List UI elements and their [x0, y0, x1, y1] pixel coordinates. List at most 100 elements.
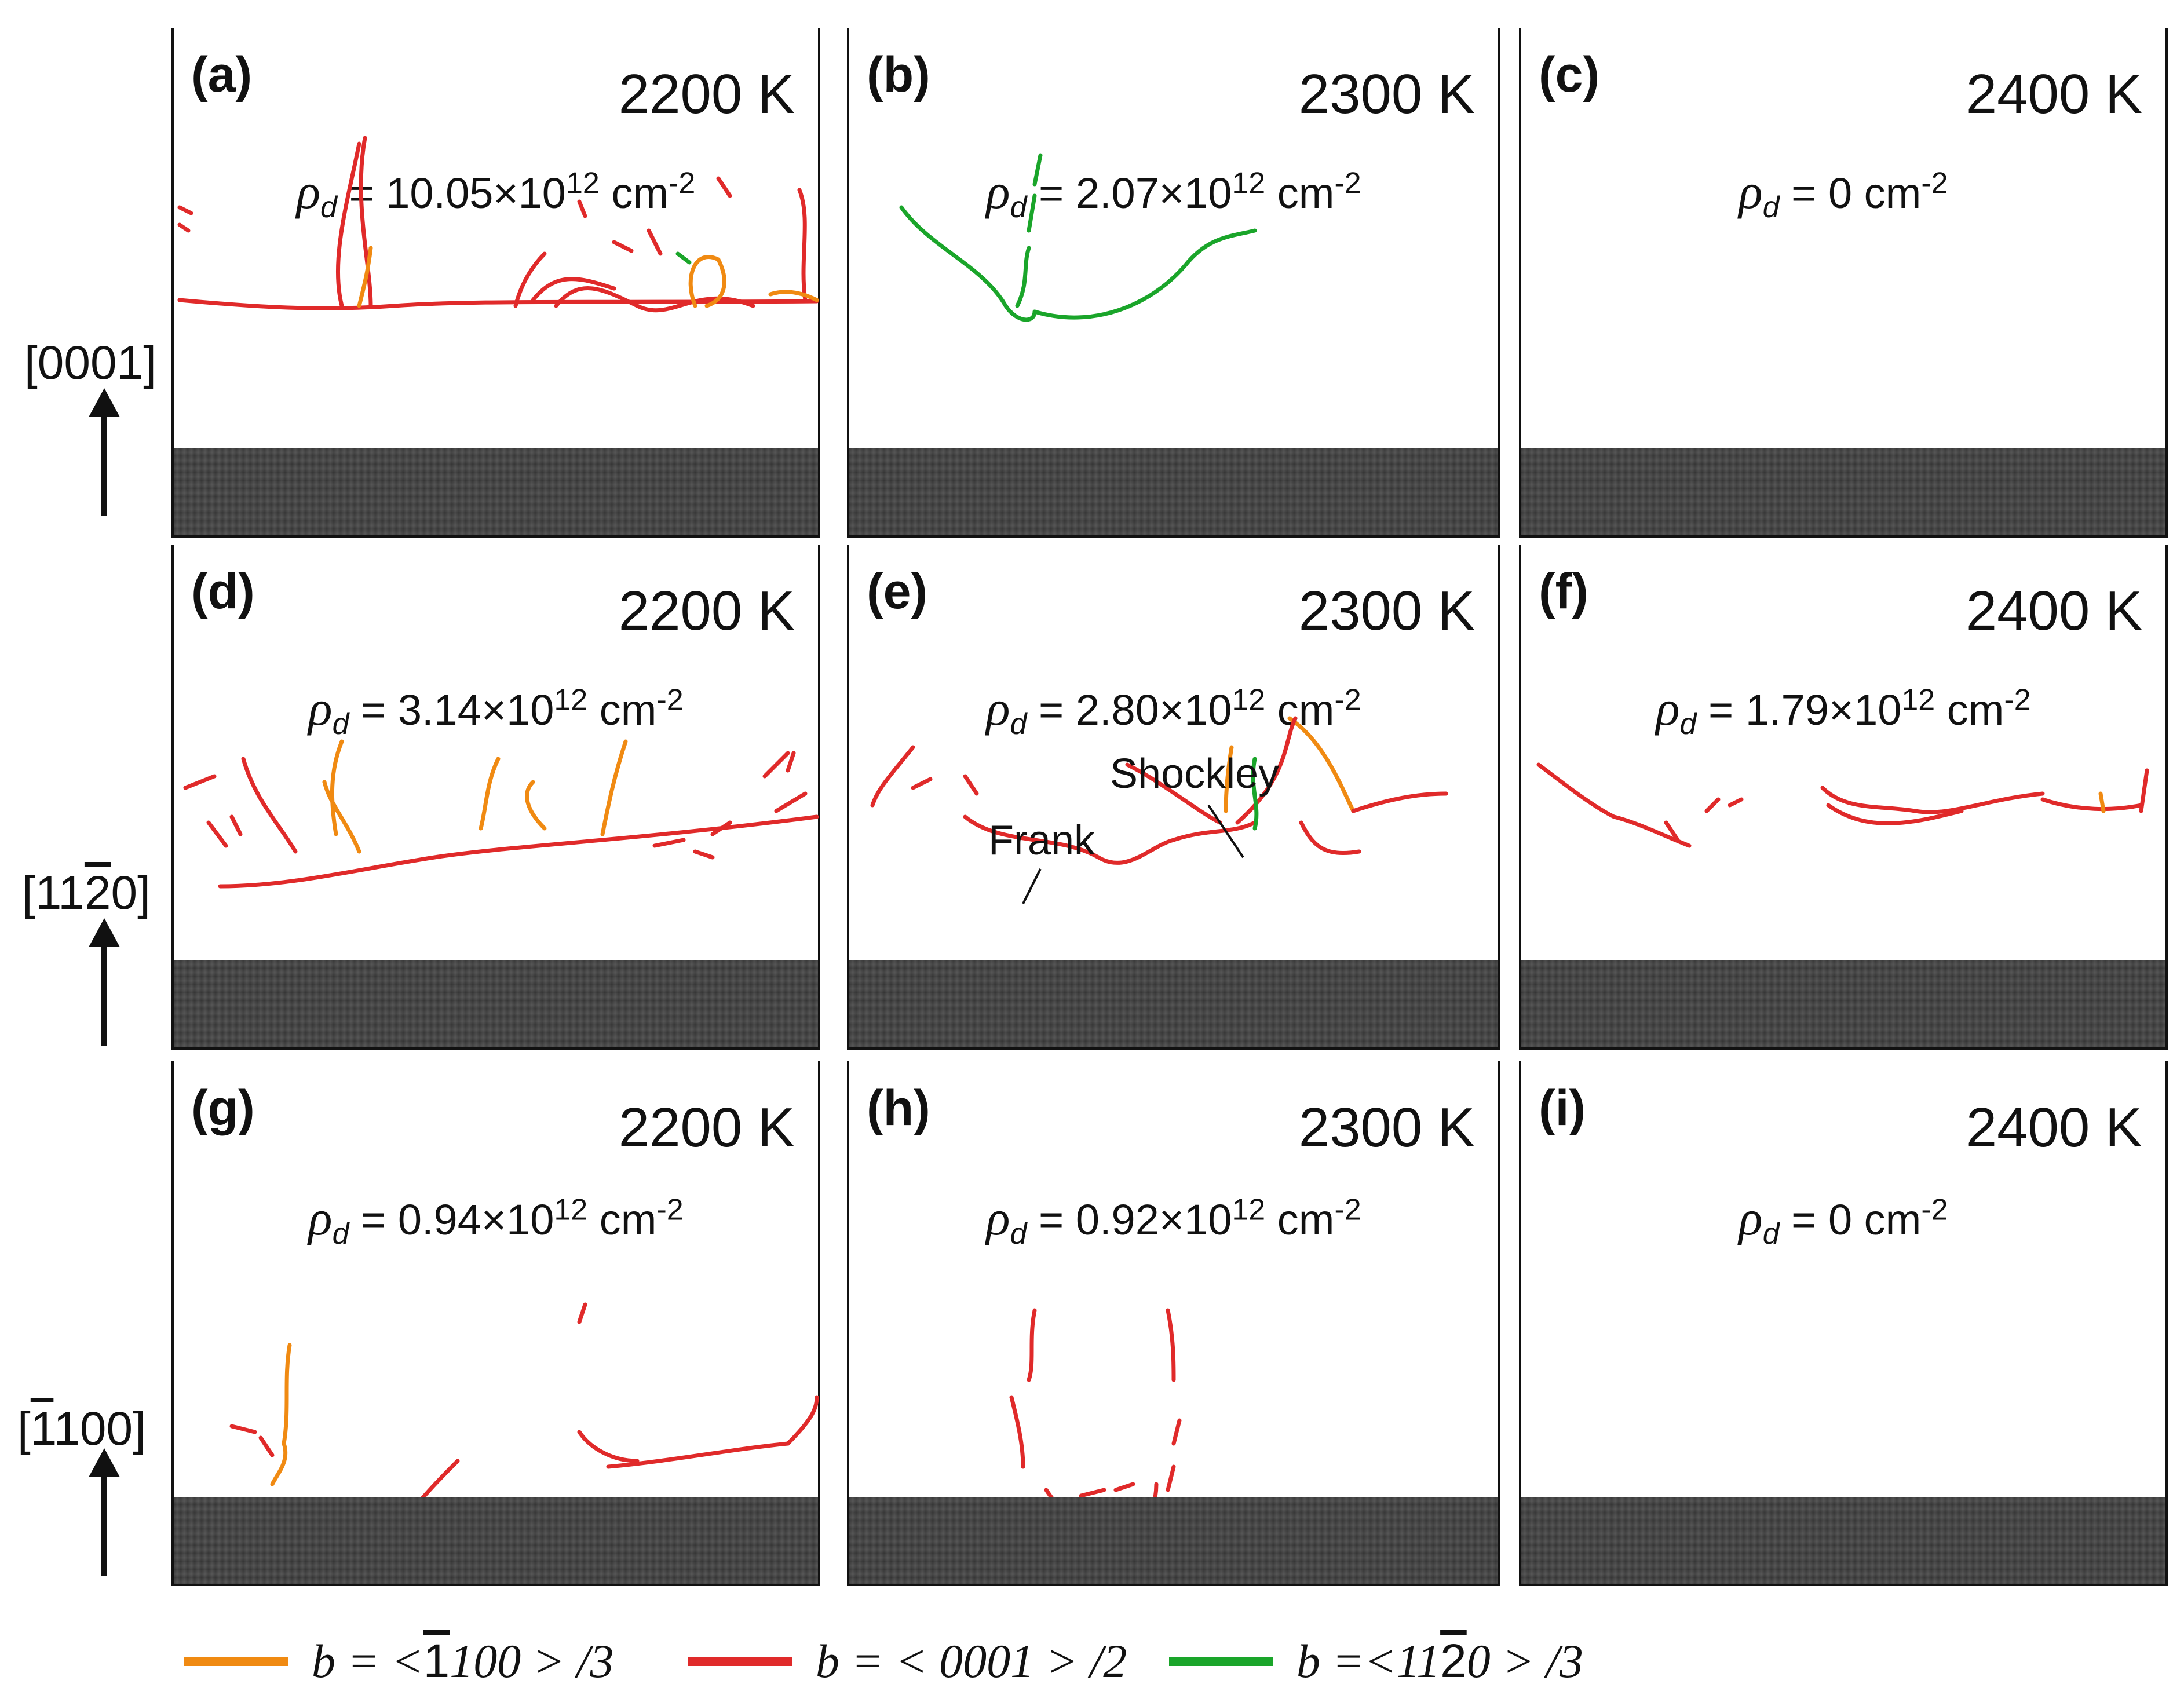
- dislocation-line: [797, 188, 808, 302]
- dislocation-line: [335, 136, 373, 308]
- dislocation-line: [963, 814, 1257, 865]
- panel-label: (g): [191, 1080, 255, 1136]
- dislocation-density: ρd = 2.80×1012 cm-2: [986, 680, 1361, 741]
- dislocation-line: [1079, 1482, 1135, 1498]
- dislocation-line: [688, 255, 726, 308]
- panel-temperature: 2400 K: [1966, 63, 2142, 125]
- substrate-slab: [1521, 448, 2165, 535]
- panel-label: (c): [1539, 47, 1600, 103]
- dislocation-density: ρd = 0.94×1012 cm-2: [308, 1190, 684, 1251]
- dislocation-density: ρd = 2.07×1012 cm-2: [986, 163, 1361, 224]
- dislocation-line: [1166, 1308, 1182, 1492]
- panel-label: (a): [191, 47, 253, 103]
- panel-label: (b): [867, 47, 930, 103]
- panel-d: (d) 2200 K ρd = 3.14×1012 cm-2: [171, 545, 820, 1050]
- panel-label: (h): [867, 1080, 930, 1136]
- panel-b: (b) 2300 K ρd = 2.07×1012 cm-2: [847, 28, 1500, 538]
- dislocation-line: [554, 286, 755, 313]
- dislocation-line: [600, 739, 628, 836]
- panel-g: (g) 2200 K ρd = 0.94×1012 cm-2: [171, 1061, 820, 1586]
- annotation-shockley: Shockley: [1110, 751, 1280, 797]
- dislocation-line: [1125, 762, 1222, 825]
- substrate-slab: [174, 448, 818, 535]
- legend-swatch: [184, 1657, 288, 1666]
- dislocation-density: ρd = 1.79×1012 cm-2: [1656, 680, 2031, 741]
- dislocation-line: [577, 176, 732, 256]
- dislocation-lines: [177, 136, 819, 313]
- dislocation-line: [241, 757, 298, 854]
- panel-label: (f): [1539, 564, 1588, 619]
- panel-f: (f) 2400 K ρd = 1.79×1012 cm-2: [1519, 545, 2168, 1050]
- legend-text: b =<1120 > /3: [1296, 1635, 1583, 1687]
- panel-temperature: 2400 K: [1966, 1097, 2142, 1159]
- legend-item-frank: b = < 0001 > /2: [688, 1632, 1127, 1690]
- panel-temperature: 2300 K: [1298, 63, 1475, 125]
- dislocation-line: [2040, 768, 2149, 813]
- leader-line: [1207, 804, 1244, 859]
- dislocation-line: [577, 1302, 587, 1324]
- dislocation-density: ρd = 0 cm-2: [1739, 1190, 1948, 1251]
- dislocation-line: [577, 1430, 640, 1463]
- panel-temperature: 2200 K: [618, 63, 795, 125]
- panel-label: (d): [191, 564, 255, 619]
- substrate-slab: [849, 1497, 1498, 1584]
- dislocation-line: [177, 298, 819, 310]
- dislocation-line: [1032, 228, 1257, 320]
- dislocation-lines: [870, 716, 1448, 904]
- up-arrow-icon: [89, 1448, 120, 1576]
- dislocation-line: [675, 251, 692, 265]
- substrate-slab: [174, 1497, 818, 1584]
- dislocation-line: [1820, 786, 2045, 814]
- panel-e: (e) 2300 K ρd = 2.80×1012 cm-2 Shockley F…: [847, 545, 1500, 1050]
- legend-item-shockley: b = <1100 > /3: [184, 1632, 613, 1690]
- dislocation-line: [1224, 745, 1234, 813]
- dislocation-density: ρd = 0.92×1012 cm-2: [986, 1190, 1361, 1251]
- substrate-slab: [174, 960, 818, 1047]
- legend-text: b = < 0001 > /2: [816, 1635, 1127, 1687]
- dislocation-lines: [899, 153, 1257, 322]
- legend-swatch: [1169, 1657, 1273, 1666]
- legend-text: b = <1100 > /3: [312, 1635, 614, 1687]
- dislocation-line: [357, 246, 373, 308]
- up-arrow-icon: [89, 388, 120, 516]
- dislocation-lines: [183, 739, 819, 889]
- dislocation-line: [1287, 716, 1356, 813]
- dislocation-line: [1299, 820, 1361, 856]
- row-direction-label-1: [0001]: [24, 337, 156, 389]
- dislocation-line: [1251, 757, 1259, 831]
- legend-item-perfect: b =<1120 > /3: [1169, 1632, 1583, 1690]
- dislocation-lines: [1536, 762, 2149, 848]
- dislocation-line: [1664, 797, 1744, 842]
- panel-h: (h) 2300 K ρd = 0.92×1012 cm-2: [847, 1061, 1500, 1586]
- panel-temperature: 2400 K: [1966, 580, 2142, 642]
- substrate-slab: [849, 448, 1498, 535]
- dislocation-line: [652, 820, 732, 860]
- dislocation-line: [183, 751, 808, 848]
- dislocation-line: [270, 1343, 292, 1486]
- panel-temperature: 2300 K: [1298, 1097, 1475, 1159]
- panel-temperature: 2200 K: [618, 1097, 795, 1159]
- dislocation-density: ρd = 3.14×1012 cm-2: [308, 680, 684, 741]
- substrate-slab: [1521, 960, 2165, 1047]
- dislocation-line: [218, 814, 819, 889]
- dislocation-line: [177, 205, 193, 233]
- panel-temperature: 2200 K: [618, 580, 795, 642]
- leader-line: [1022, 868, 1042, 904]
- dislocation-line: [1015, 153, 1043, 308]
- panel-i: (i) 2400 K ρd = 0 cm-2: [1519, 1061, 2168, 1586]
- dislocation-density: ρd = 0 cm-2: [1739, 163, 1948, 224]
- panel-c: (c) 2400 K ρd = 0 cm-2: [1519, 28, 2168, 538]
- dislocation-line: [322, 739, 361, 854]
- dislocation-line: [870, 745, 979, 808]
- dislocation-line: [768, 290, 819, 302]
- substrate-slab: [1521, 1497, 2165, 1584]
- panel-label: (i): [1539, 1080, 1586, 1136]
- dislocation-line: [899, 205, 1037, 322]
- panel-a: (a) 2200 K ρd = 10.05×1012 cm-2: [171, 28, 820, 538]
- row-direction-label-2: [1120]: [22, 867, 151, 919]
- dislocation-line: [1536, 762, 1692, 848]
- dislocation-line: [513, 251, 616, 308]
- legend-swatch: [688, 1657, 792, 1666]
- panel-temperature: 2300 K: [1298, 580, 1475, 642]
- panel-label: (e): [867, 564, 928, 619]
